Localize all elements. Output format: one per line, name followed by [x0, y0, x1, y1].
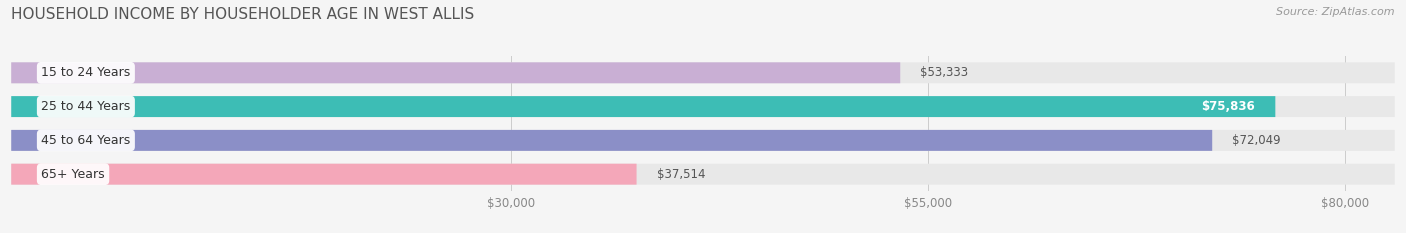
Text: 25 to 44 Years: 25 to 44 Years: [41, 100, 131, 113]
FancyBboxPatch shape: [11, 96, 1275, 117]
FancyBboxPatch shape: [11, 62, 900, 83]
Text: $75,836: $75,836: [1202, 100, 1256, 113]
Text: 15 to 24 Years: 15 to 24 Years: [41, 66, 131, 79]
FancyBboxPatch shape: [11, 164, 637, 185]
Text: HOUSEHOLD INCOME BY HOUSEHOLDER AGE IN WEST ALLIS: HOUSEHOLD INCOME BY HOUSEHOLDER AGE IN W…: [11, 7, 474, 22]
FancyBboxPatch shape: [11, 164, 1395, 185]
FancyBboxPatch shape: [11, 130, 1212, 151]
Text: $37,514: $37,514: [657, 168, 704, 181]
Text: Source: ZipAtlas.com: Source: ZipAtlas.com: [1277, 7, 1395, 17]
FancyBboxPatch shape: [11, 130, 1395, 151]
FancyBboxPatch shape: [11, 62, 1395, 83]
FancyBboxPatch shape: [11, 96, 1395, 117]
Text: $53,333: $53,333: [921, 66, 969, 79]
Text: 45 to 64 Years: 45 to 64 Years: [41, 134, 131, 147]
Text: 65+ Years: 65+ Years: [41, 168, 105, 181]
Text: $72,049: $72,049: [1232, 134, 1281, 147]
